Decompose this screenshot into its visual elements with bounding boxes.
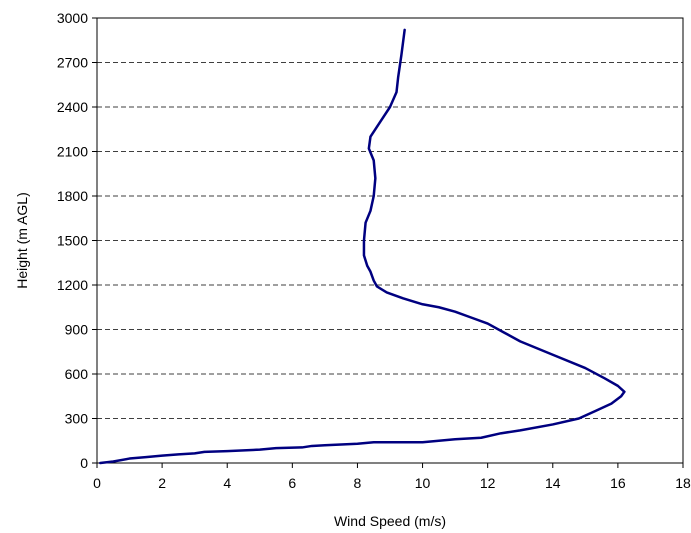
y-tick-label: 900 [65, 322, 89, 338]
x-tick-label: 4 [223, 475, 231, 491]
y-tick-label: 2700 [57, 55, 88, 71]
y-tick-label: 2400 [57, 99, 88, 115]
x-axis-title: Wind Speed (m/s) [334, 513, 446, 529]
x-tick-label: 18 [675, 475, 691, 491]
y-axis-title: Height (m AGL) [14, 192, 30, 288]
x-tick-label: 12 [480, 475, 496, 491]
y-tick-label: 600 [65, 366, 89, 382]
y-tick-label: 2100 [57, 144, 88, 160]
y-tick-label: 1800 [57, 188, 88, 204]
y-tick-label: 3000 [57, 10, 88, 26]
x-tick-label: 14 [545, 475, 561, 491]
wind-speed-profile-line [99, 28, 626, 465]
y-tick-label: 1500 [57, 233, 88, 249]
x-tick-label: 0 [93, 475, 101, 491]
y-tick-label: 300 [65, 411, 89, 427]
x-tick-label: 10 [415, 475, 431, 491]
x-axis: 0 2 4 6 8 10 12 14 16 18 [93, 463, 691, 491]
x-tick-label: 6 [288, 475, 296, 491]
x-tick-label: 8 [354, 475, 362, 491]
y-axis: 0 300 600 900 1200 1500 1800 2100 2400 2700 3000 [57, 10, 97, 471]
x-tick-label: 16 [610, 475, 626, 491]
horizontal-gridlines [97, 62, 683, 419]
y-tick-label: 1200 [57, 277, 88, 293]
x-tick-label: 2 [158, 475, 166, 491]
y-tick-label: 0 [80, 455, 88, 471]
